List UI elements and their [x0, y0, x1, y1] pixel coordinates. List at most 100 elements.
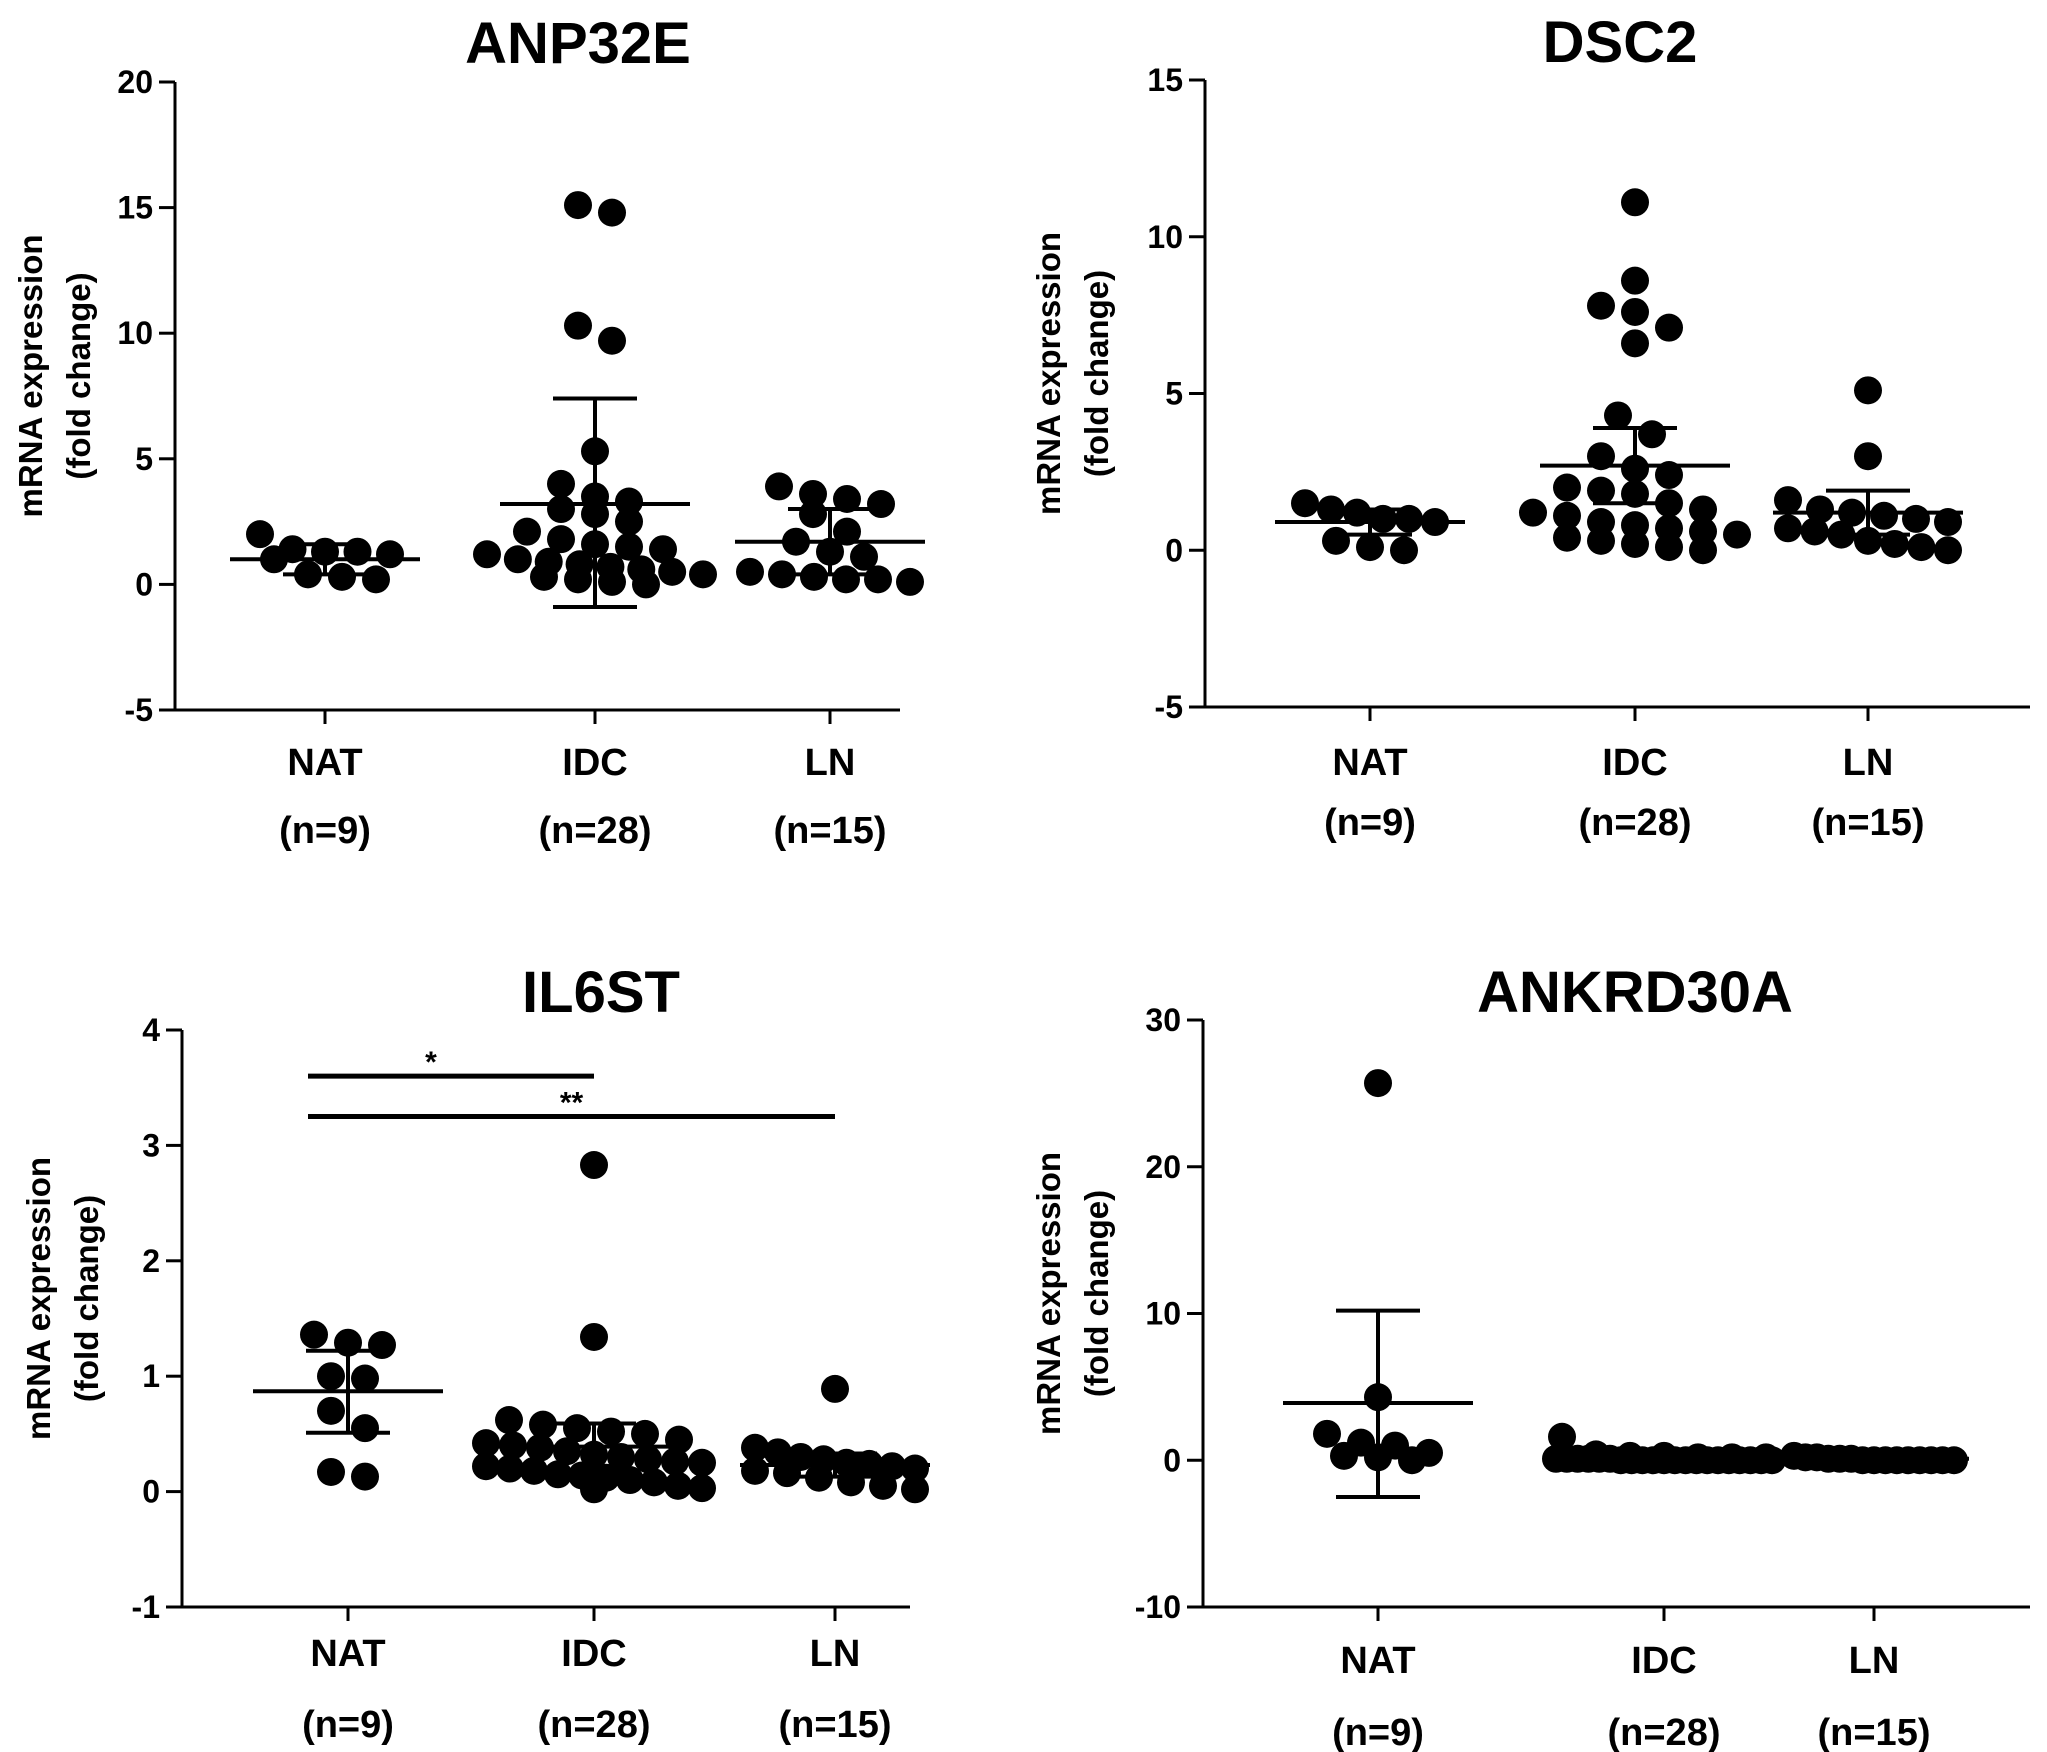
data-point — [837, 1468, 865, 1497]
data-point — [598, 198, 626, 227]
x-category-count: (n=28) — [1608, 1712, 1721, 1752]
data-point — [1638, 420, 1666, 449]
x-category-count: (n=28) — [1579, 802, 1692, 844]
data-point — [534, 547, 563, 576]
data-point — [1553, 501, 1581, 530]
data-point — [368, 1331, 396, 1360]
x-category-count: (n=15) — [774, 810, 887, 852]
x-category-label: IDC — [562, 742, 627, 784]
data-point — [741, 1433, 769, 1462]
data-point — [1398, 1446, 1426, 1475]
data-point — [736, 557, 764, 586]
data-point — [1870, 501, 1898, 530]
group-idc — [1542, 1422, 1786, 1475]
y-axis-label-line1: mRNA expression — [1030, 232, 1067, 515]
data-point — [896, 567, 924, 596]
y-tick-label: -1 — [132, 1589, 160, 1625]
y-tick-label: 20 — [1145, 1149, 1181, 1185]
data-point — [768, 560, 796, 589]
data-point — [328, 562, 356, 591]
y-axis-label-line1: mRNA expression — [1030, 1152, 1067, 1435]
panel-il6st: IL6ST mRNA expression (fold change) 4 3 2 1 0 -1… — [20, 960, 930, 1746]
data-point — [351, 1414, 379, 1443]
data-point — [1655, 313, 1683, 342]
data-point — [800, 562, 828, 591]
data-point — [580, 1151, 608, 1180]
group-nat — [253, 1320, 443, 1491]
y-tick-label: -10 — [1135, 1589, 1181, 1625]
data-point — [1553, 523, 1581, 552]
data-point — [362, 565, 390, 594]
data-point — [833, 517, 861, 546]
x-category-count: (n=9) — [1324, 802, 1416, 844]
panel-dsc2: DSC2 mRNA expression (fold change) 15 10 5 0 -5… — [1030, 10, 2030, 844]
data-point — [547, 469, 575, 498]
data-point — [1369, 504, 1397, 533]
data-point — [1587, 476, 1615, 505]
data-point — [689, 560, 717, 589]
data-point — [1689, 495, 1717, 524]
data-point — [1587, 291, 1615, 320]
y-axis-label: mRNA expression (fold change) — [1030, 232, 1115, 515]
chart-title: IL6ST — [522, 960, 680, 1025]
group-nat — [230, 520, 420, 594]
data-point — [901, 1454, 929, 1483]
group-ln — [1779, 1441, 1969, 1475]
data-point — [799, 500, 827, 529]
data-point — [596, 552, 625, 581]
data-point — [563, 1414, 591, 1443]
data-point — [765, 472, 793, 501]
chart-title: DSC2 — [1543, 10, 1698, 75]
data-point — [616, 1466, 644, 1495]
data-point — [1587, 526, 1615, 555]
data-point — [627, 555, 656, 584]
data-point — [634, 1445, 662, 1474]
x-category-count: (n=9) — [302, 1704, 394, 1746]
data-point — [564, 311, 592, 340]
data-point — [850, 542, 878, 571]
data-point — [580, 1322, 608, 1351]
significance-label: ** — [560, 1087, 584, 1120]
data-point — [688, 1474, 716, 1503]
x-category-count: (n=9) — [1332, 1712, 1424, 1752]
data-point — [741, 1456, 769, 1485]
y-tick-label: 1 — [142, 1358, 160, 1394]
data-point — [615, 532, 643, 561]
data-point — [351, 1364, 379, 1393]
chart-title: ANP32E — [465, 11, 691, 76]
data-point — [1800, 517, 1829, 546]
group-ln — [735, 472, 925, 596]
data-point — [1621, 266, 1649, 295]
data-point — [607, 1442, 635, 1471]
panel-ankrd30a: ANKRD30A mRNA expression (fold change) 30 20… — [1030, 960, 2030, 1752]
data-point — [496, 1454, 524, 1483]
x-category-label: LN — [1849, 1640, 1900, 1682]
group-nat — [1275, 489, 1465, 565]
y-tick-label: 0 — [142, 1474, 160, 1510]
y-tick-label: 15 — [1147, 62, 1183, 98]
x-category-count: (n=9) — [279, 810, 371, 852]
data-point — [553, 1437, 581, 1466]
data-point — [1356, 533, 1384, 562]
data-point — [473, 540, 501, 569]
chart-title: ANKRD30A — [1477, 960, 1793, 1025]
data-point — [869, 1471, 897, 1500]
group-idc — [1519, 188, 1751, 565]
data-point — [529, 1410, 557, 1439]
data-point — [547, 525, 575, 554]
data-point — [1880, 529, 1909, 558]
x-category-label: LN — [805, 742, 856, 784]
data-point — [343, 537, 372, 566]
y-tick-label: 3 — [142, 1127, 160, 1163]
data-point — [472, 1429, 500, 1458]
data-point — [1621, 188, 1649, 217]
data-point — [1587, 442, 1615, 471]
x-category-label: IDC — [1602, 742, 1667, 784]
data-point — [317, 1396, 345, 1425]
data-point — [1330, 1441, 1358, 1470]
data-point — [1621, 329, 1649, 358]
data-point — [631, 1419, 659, 1448]
x-category-label: IDC — [1631, 1640, 1696, 1682]
y-tick-label: 0 — [135, 566, 153, 602]
data-point — [1689, 517, 1717, 546]
